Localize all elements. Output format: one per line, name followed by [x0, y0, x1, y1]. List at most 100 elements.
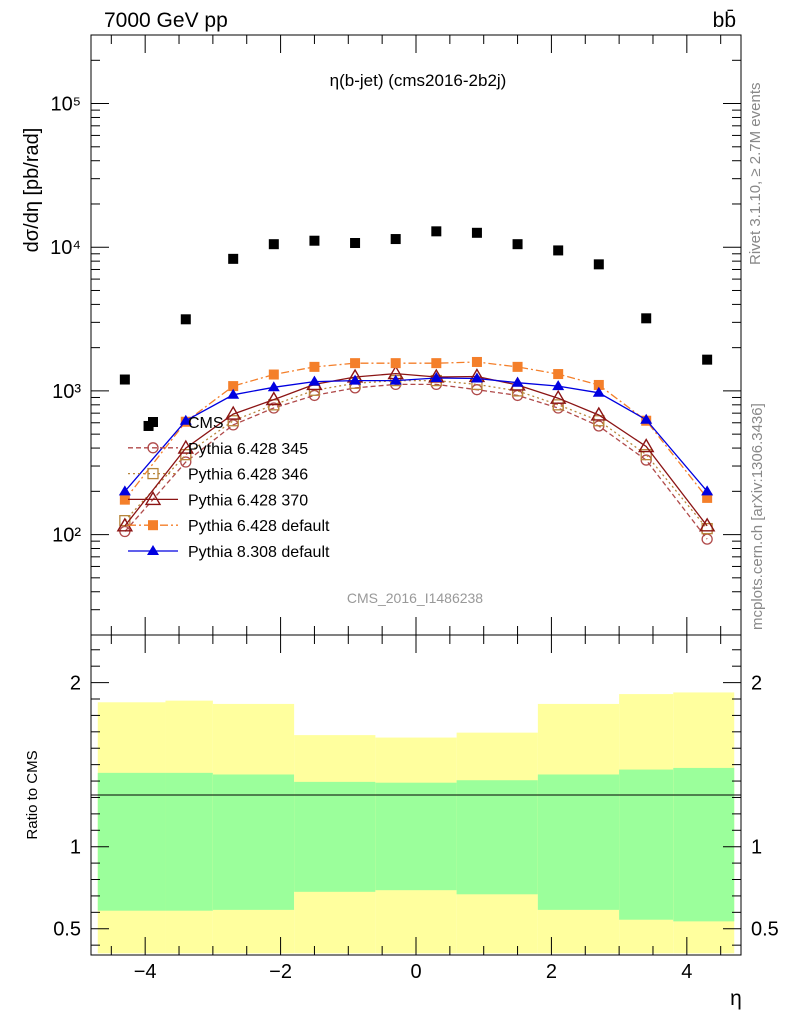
data-point-5-2 [227, 388, 240, 399]
main-y-label: dσ/dη [pb/rad] [21, 128, 43, 253]
data-point-0-4 [268, 239, 279, 250]
data-point-0-12 [593, 259, 604, 270]
ratio-y-tick-label-left: 2 [70, 673, 81, 695]
data-point-3-1 [177, 439, 195, 454]
legend: CMS Pythia 6.428 345 Pythia 6.428 346 Pythi… [128, 415, 330, 561]
ratio-y-tick-label-right: 2 [751, 673, 762, 695]
data-point-5-6 [389, 374, 402, 385]
legend-label-4: Pythia 6.428 default [188, 518, 330, 535]
data-point-5-13 [701, 485, 714, 496]
data-point-3-12 [637, 438, 655, 453]
y-tick-label: 10⁴ [50, 237, 81, 259]
band-inner-4 [375, 782, 457, 891]
data-point-4-4 [309, 361, 320, 372]
analysis-label: CMS_2016_I1486238 [347, 590, 483, 606]
band-inner-1 [165, 772, 213, 911]
data-point-4-5 [350, 358, 361, 369]
data-point-4-10 [553, 369, 564, 380]
header-left-title: 7000 GeV pp [104, 9, 228, 32]
data-point-2-12 [640, 448, 652, 461]
data-point-3-10 [549, 389, 567, 404]
data-point-5-7 [430, 371, 443, 382]
data-point-4-2 [228, 381, 239, 392]
data-point-3-3 [265, 391, 283, 406]
data-point-4-13 [702, 492, 713, 503]
y-tick-label: 10⁵ [50, 94, 81, 116]
legend-marker-1 [147, 442, 159, 454]
data-point-0-10 [512, 239, 523, 250]
legend-marker-0 [148, 417, 158, 427]
rivet-label: Rivet 3.1.10, ≥ 2.7M events [747, 83, 764, 266]
y-tick-label: 10² [52, 525, 81, 547]
data-point-0-8 [431, 226, 442, 237]
band-inner-8 [673, 767, 735, 922]
data-point-0-9 [471, 227, 482, 238]
band-inner-7 [619, 769, 674, 920]
data-point-4-3 [268, 369, 279, 380]
x-tick-label: 2 [546, 961, 557, 983]
data-point-5-9 [511, 376, 524, 387]
band-inner-6 [537, 774, 620, 910]
ratio-axis-ticks: −4 −2 0 2 4 0.5 0.5 1 1 2 2 [53, 635, 779, 983]
ratio-y-tick-label-right: 0.5 [751, 919, 779, 941]
legend-marker-4 [148, 520, 158, 531]
data-point-5-11 [592, 386, 605, 397]
data-point-0-3 [228, 253, 239, 264]
data-point-1-1 [180, 456, 192, 468]
data-point-0-7 [390, 234, 401, 245]
data-point-0-5 [309, 235, 320, 246]
ratio-y-tick-label-left: 1 [70, 837, 81, 859]
mcplots-label: mcplots.cern.ch [arXiv:1306.3436] [749, 403, 766, 630]
legend-marker-5 [147, 545, 159, 555]
data-point-0-6 [350, 238, 361, 249]
band-inner-2 [212, 774, 295, 910]
legend-marker-3 [144, 491, 162, 506]
data-point-4-8 [471, 356, 482, 367]
band-inner-3 [294, 781, 376, 892]
data-point-4-9 [512, 361, 523, 372]
data-point-0-2 [180, 314, 191, 325]
ratio-bands [97, 692, 735, 954]
x-tick-label: −4 [134, 961, 157, 983]
y-tick-label: 10³ [52, 381, 81, 403]
main-data-layer [116, 226, 716, 545]
series-line-4 [124, 361, 708, 501]
header-right-title: bb̄ [713, 9, 736, 32]
data-point-5-3 [267, 381, 280, 392]
data-point-3-13 [698, 517, 716, 532]
data-point-5-5 [349, 374, 362, 385]
ratio-plot: −4 −2 0 2 4 0.5 0.5 1 1 2 2 η [53, 634, 779, 1010]
data-point-0-11 [553, 245, 564, 256]
data-point-4-7 [431, 358, 442, 369]
series-line-1 [124, 383, 708, 540]
x-axis-label: η [730, 987, 742, 1010]
data-point-2-10 [552, 399, 564, 411]
data-point-1-13 [701, 533, 713, 545]
data-point-5-0 [118, 485, 131, 496]
x-tick-label: 4 [681, 961, 692, 983]
legend-label-1: Pythia 6.428 345 [188, 441, 308, 458]
data-point-2-2 [227, 415, 239, 427]
data-point-5-4 [308, 375, 321, 386]
data-point-0-13 [641, 313, 652, 324]
series-line-5 [124, 377, 708, 492]
data-point-3-2 [224, 405, 242, 420]
main-plot: 10² 10³ 10⁴ 10⁵ η(b-jet) (cms2016-2b2j) CMS… [50, 34, 742, 636]
ratio-y-tick-label-left: 0.5 [53, 919, 81, 941]
band-inner-0 [97, 772, 166, 911]
data-point-4-0 [119, 494, 130, 505]
ratio-y-tick-label-right: 1 [751, 837, 762, 859]
legend-label-0: CMS [188, 415, 224, 432]
series-line-3 [124, 372, 708, 527]
ratio-y-label: Ratio to CMS [24, 750, 41, 839]
data-point-1-10 [552, 402, 564, 414]
main-plot-title: η(b-jet) (cms2016-2b2j) [330, 71, 507, 90]
data-point-5-8 [470, 372, 483, 383]
legend-label-2: Pythia 6.428 346 [188, 467, 308, 484]
data-point-5-12 [640, 413, 653, 424]
band-inner-5 [456, 780, 538, 895]
main-axis-ticks: 10² 10³ 10⁴ 10⁵ [50, 34, 741, 636]
x-tick-label: −2 [269, 961, 292, 983]
data-point-4-11 [593, 379, 604, 390]
